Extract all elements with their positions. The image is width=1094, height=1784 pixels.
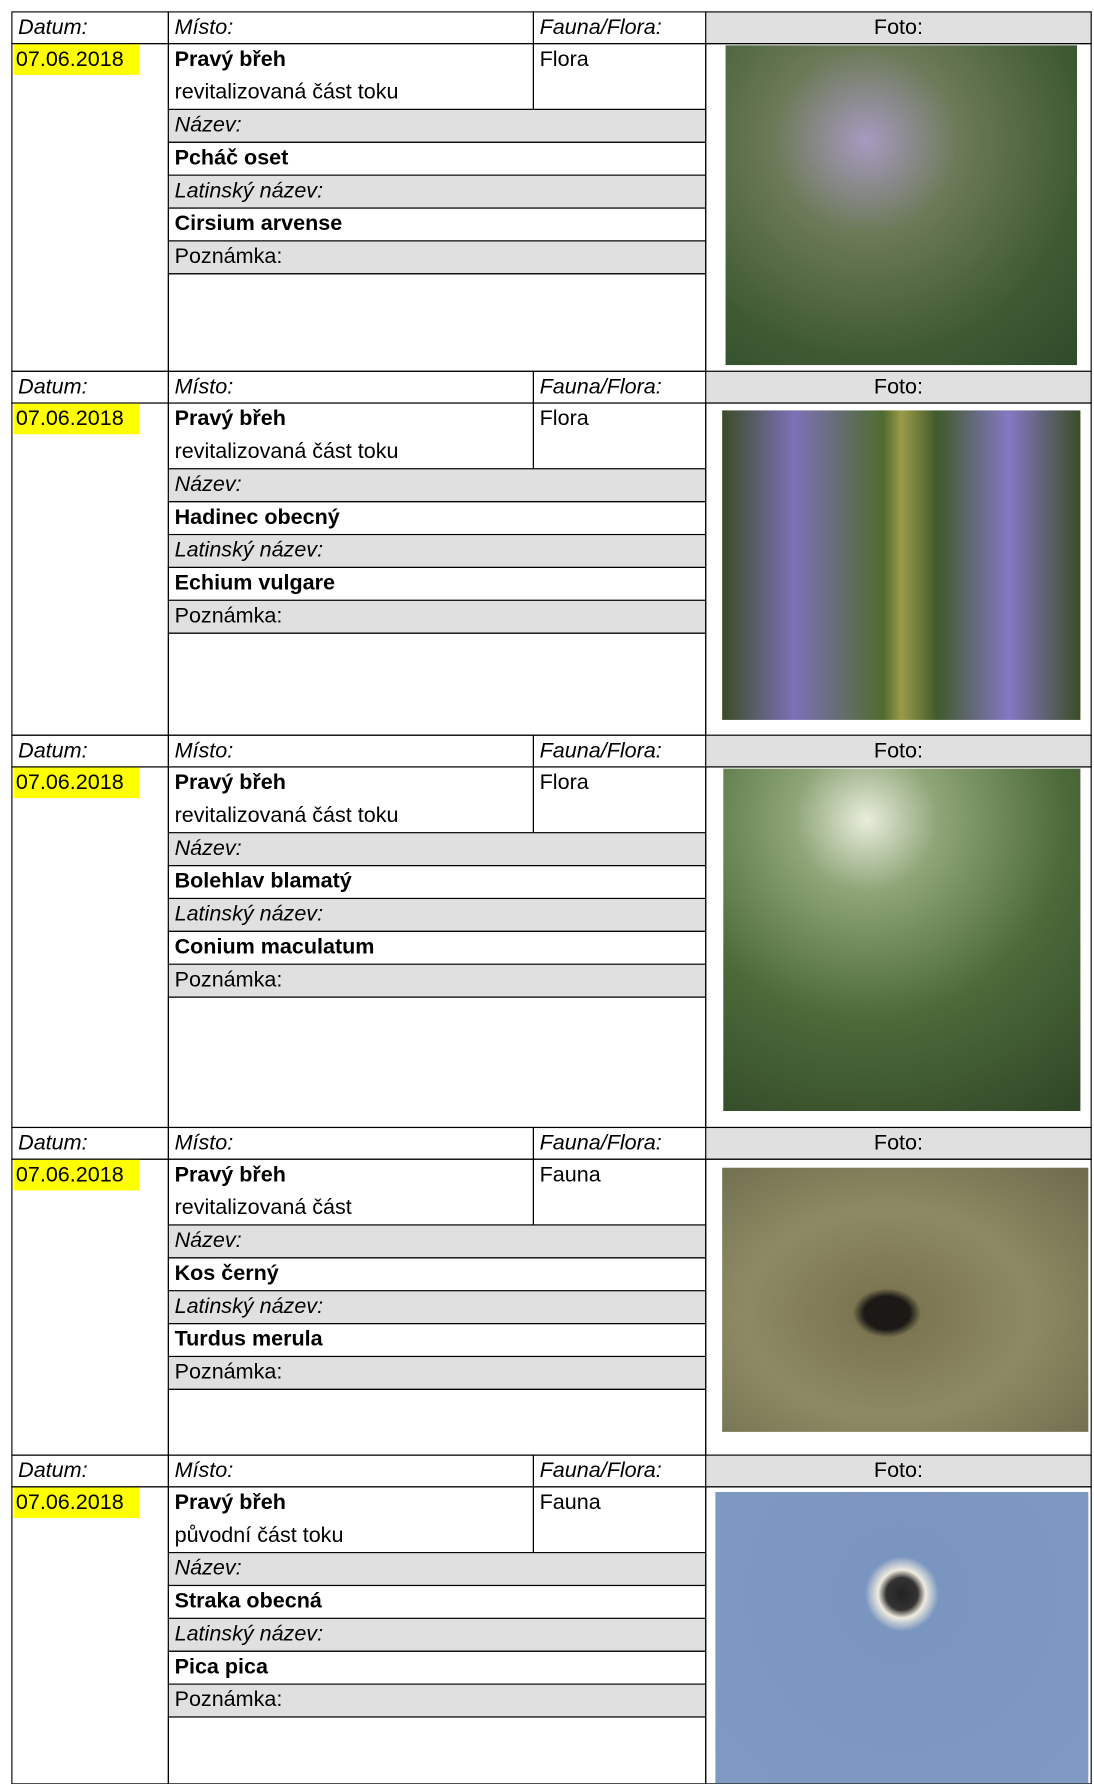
note-cell <box>167 632 707 736</box>
type-label: Fauna/Flora: <box>532 370 707 404</box>
name-label: Název: <box>167 1552 707 1587</box>
name-label: Název: <box>167 108 707 143</box>
photo <box>715 1491 1089 1784</box>
date-label: Datum: <box>11 1454 169 1488</box>
place-value: Pravý břeh <box>174 1490 286 1515</box>
type-value: Fauna <box>532 1158 707 1226</box>
type-value: Flora <box>532 402 707 470</box>
note-cell <box>167 1388 707 1456</box>
note-label: Poznámka: <box>167 1355 707 1390</box>
place-detail: původní část toku <box>174 1523 344 1548</box>
type-value: Fauna <box>532 1486 707 1554</box>
photo-label: Foto: <box>705 734 1092 768</box>
latin-label: Latinský název: <box>167 533 707 568</box>
photo <box>722 1167 1089 1432</box>
name-label: Název: <box>167 1224 707 1259</box>
place-value: Pravý břeh <box>174 406 286 431</box>
latin-label: Latinský název: <box>167 1617 707 1652</box>
date-cell: 07.06.2018 <box>11 43 169 372</box>
type-label: Fauna/Flora: <box>532 11 707 45</box>
date-label: Datum: <box>11 1126 169 1160</box>
date-label: Datum: <box>11 734 169 768</box>
place-label: Místo: <box>167 734 534 768</box>
date-cell: 07.06.2018 <box>11 1158 169 1456</box>
note-label: Poznámka: <box>167 1683 707 1718</box>
type-label: Fauna/Flora: <box>532 1454 707 1488</box>
name-value: Kos černý <box>167 1257 707 1292</box>
latin-value: Cirsium arvense <box>167 207 707 242</box>
date-value: 07.06.2018 <box>13 1487 140 1519</box>
place-label: Místo: <box>167 1454 534 1488</box>
date-cell: 07.06.2018 <box>11 766 169 1129</box>
type-value: Flora <box>532 43 707 110</box>
date-value: 07.06.2018 <box>13 1159 140 1191</box>
photo-label: Foto: <box>705 370 1092 404</box>
photo <box>722 410 1081 720</box>
place-label: Místo: <box>167 1126 534 1160</box>
place-value: Pravý břeh <box>174 770 286 795</box>
date-value: 07.06.2018 <box>13 403 140 435</box>
latin-value: Turdus merula <box>167 1323 707 1358</box>
place-value: Pravý břeh <box>174 47 286 72</box>
name-label: Název: <box>167 832 707 867</box>
photo <box>723 768 1081 1112</box>
photo-label: Foto: <box>705 1454 1092 1488</box>
place-detail: revitalizovaná část <box>174 1196 352 1220</box>
type-value: Flora <box>532 766 707 834</box>
note-label: Poznámka: <box>167 240 707 275</box>
photo-label: Foto: <box>705 1126 1092 1160</box>
note-cell <box>167 996 707 1129</box>
place-label: Místo: <box>167 370 534 404</box>
place-value: Pravý břeh <box>174 1163 286 1187</box>
type-label: Fauna/Flora: <box>532 734 707 768</box>
name-value: Hadinec obecný <box>167 501 707 536</box>
date-cell: 07.06.2018 <box>11 1486 169 1784</box>
latin-label: Latinský název: <box>167 897 707 932</box>
note-cell <box>167 273 707 372</box>
place-detail: revitalizovaná část toku <box>174 803 399 828</box>
name-value: Straka obecná <box>167 1584 707 1619</box>
note-label: Poznámka: <box>167 963 707 998</box>
latin-label: Latinský název: <box>167 1290 707 1325</box>
note-label: Poznámka: <box>167 599 707 634</box>
date-value: 07.06.2018 <box>13 767 140 799</box>
date-value: 07.06.2018 <box>13 44 140 75</box>
photo <box>725 45 1078 366</box>
date-label: Datum: <box>11 370 169 404</box>
type-label: Fauna/Flora: <box>532 1126 707 1160</box>
latin-value: Pica pica <box>167 1650 707 1685</box>
date-label: Datum: <box>11 11 169 45</box>
note-cell <box>167 1716 707 1784</box>
name-value: Pcháč oset <box>167 141 707 176</box>
latin-value: Echium vulgare <box>167 566 707 601</box>
photo-label: Foto: <box>705 11 1092 45</box>
place-detail: revitalizovaná část toku <box>174 80 399 105</box>
name-value: Bolehlav blamatý <box>167 865 707 900</box>
name-label: Název: <box>167 468 707 503</box>
date-cell: 07.06.2018 <box>11 402 169 736</box>
place-label: Místo: <box>167 11 534 45</box>
latin-label: Latinský název: <box>167 174 707 209</box>
latin-value: Conium maculatum <box>167 930 707 965</box>
place-detail: revitalizovaná část toku <box>174 439 399 464</box>
